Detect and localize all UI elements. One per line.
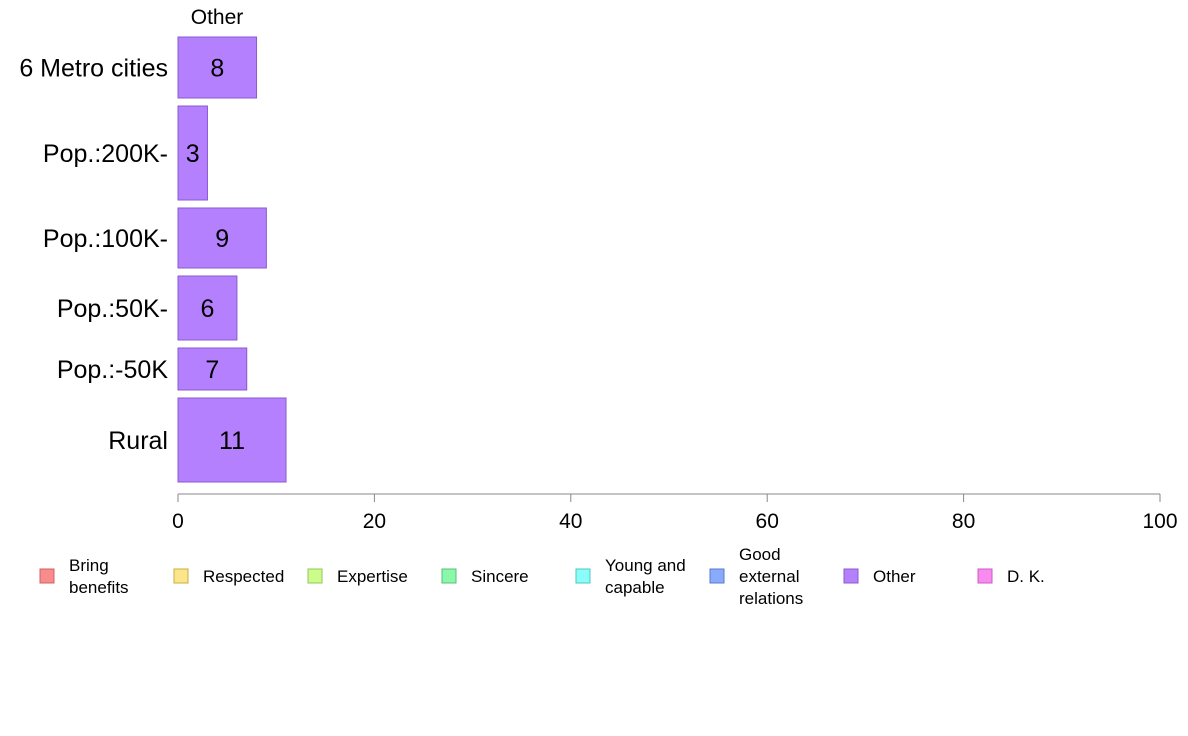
value-label-rural: 11 — [219, 427, 245, 455]
x-tick-label-20: 20 — [363, 510, 386, 533]
value-label-pop-100k: 9 — [215, 225, 229, 253]
value-label-pop-50k: 7 — [205, 356, 219, 384]
legend-swatch-d-k — [977, 568, 993, 584]
legend-swatch-expertise — [307, 568, 323, 584]
legend-swatch-young-and-capable — [575, 568, 591, 584]
legend-label-respected: Respected — [203, 567, 284, 586]
legend: Bring benefits Respected Expertise Sincere Yo… — [39, 545, 1045, 608]
x-tick-label-40: 40 — [559, 510, 582, 533]
legend-swatch-sincere — [441, 568, 457, 584]
value-label-6-metro-cities: 8 — [210, 55, 224, 83]
value-label-pop-50k: 6 — [201, 295, 215, 323]
bar-pop-200k — [177, 105, 208, 201]
legend-label-good-external-relations: Good external relations — [739, 545, 803, 608]
bar-rural — [177, 397, 287, 483]
value-label-pop-200k: 3 — [186, 140, 200, 168]
legend-swatch-other — [843, 568, 859, 584]
bar-pop-50k — [177, 347, 248, 391]
legend-label-expertise: Expertise — [337, 567, 408, 586]
x-axis: 0 20 40 60 80 100 — [172, 493, 1178, 533]
legend-label-other: Other — [873, 567, 916, 586]
bar-pop-50k — [177, 275, 238, 341]
legend-label-d-k: D. K. — [1007, 567, 1045, 586]
category-label-pop-50k: Pop.:50K- — [57, 295, 168, 323]
series-title: Other — [191, 6, 244, 29]
x-tick-label-80: 80 — [952, 510, 975, 533]
x-tick-label-100: 100 — [1142, 510, 1177, 533]
legend-label-young-and-capable: Young and capable — [605, 556, 686, 597]
legend-swatch-bring-benefits — [39, 568, 55, 584]
legend-swatch-good-external-relations — [709, 568, 725, 584]
bar-6-metro-cities — [177, 36, 258, 99]
legend-swatch-respected — [173, 568, 189, 584]
category-label-6-metro-cities: 6 Metro cities — [19, 55, 168, 83]
category-label-pop-200k: Pop.:200K- — [43, 140, 168, 168]
bars-group: 6 Metro cities 8 Pop.:200K- 3 Pop.:100K- 9 Pop… — [19, 36, 287, 483]
category-label-rural: Rural — [108, 427, 168, 455]
legend-label-sincere: Sincere — [471, 567, 529, 586]
legend-label-bring-benefits: Bring benefits — [69, 556, 129, 597]
category-label-pop-50k: Pop.:-50K — [57, 356, 169, 384]
bar-pop-100k — [177, 207, 267, 269]
x-tick-label-60: 60 — [756, 510, 779, 533]
category-label-pop-100k: Pop.:100K- — [43, 225, 168, 253]
x-tick-label-0: 0 — [172, 510, 184, 533]
